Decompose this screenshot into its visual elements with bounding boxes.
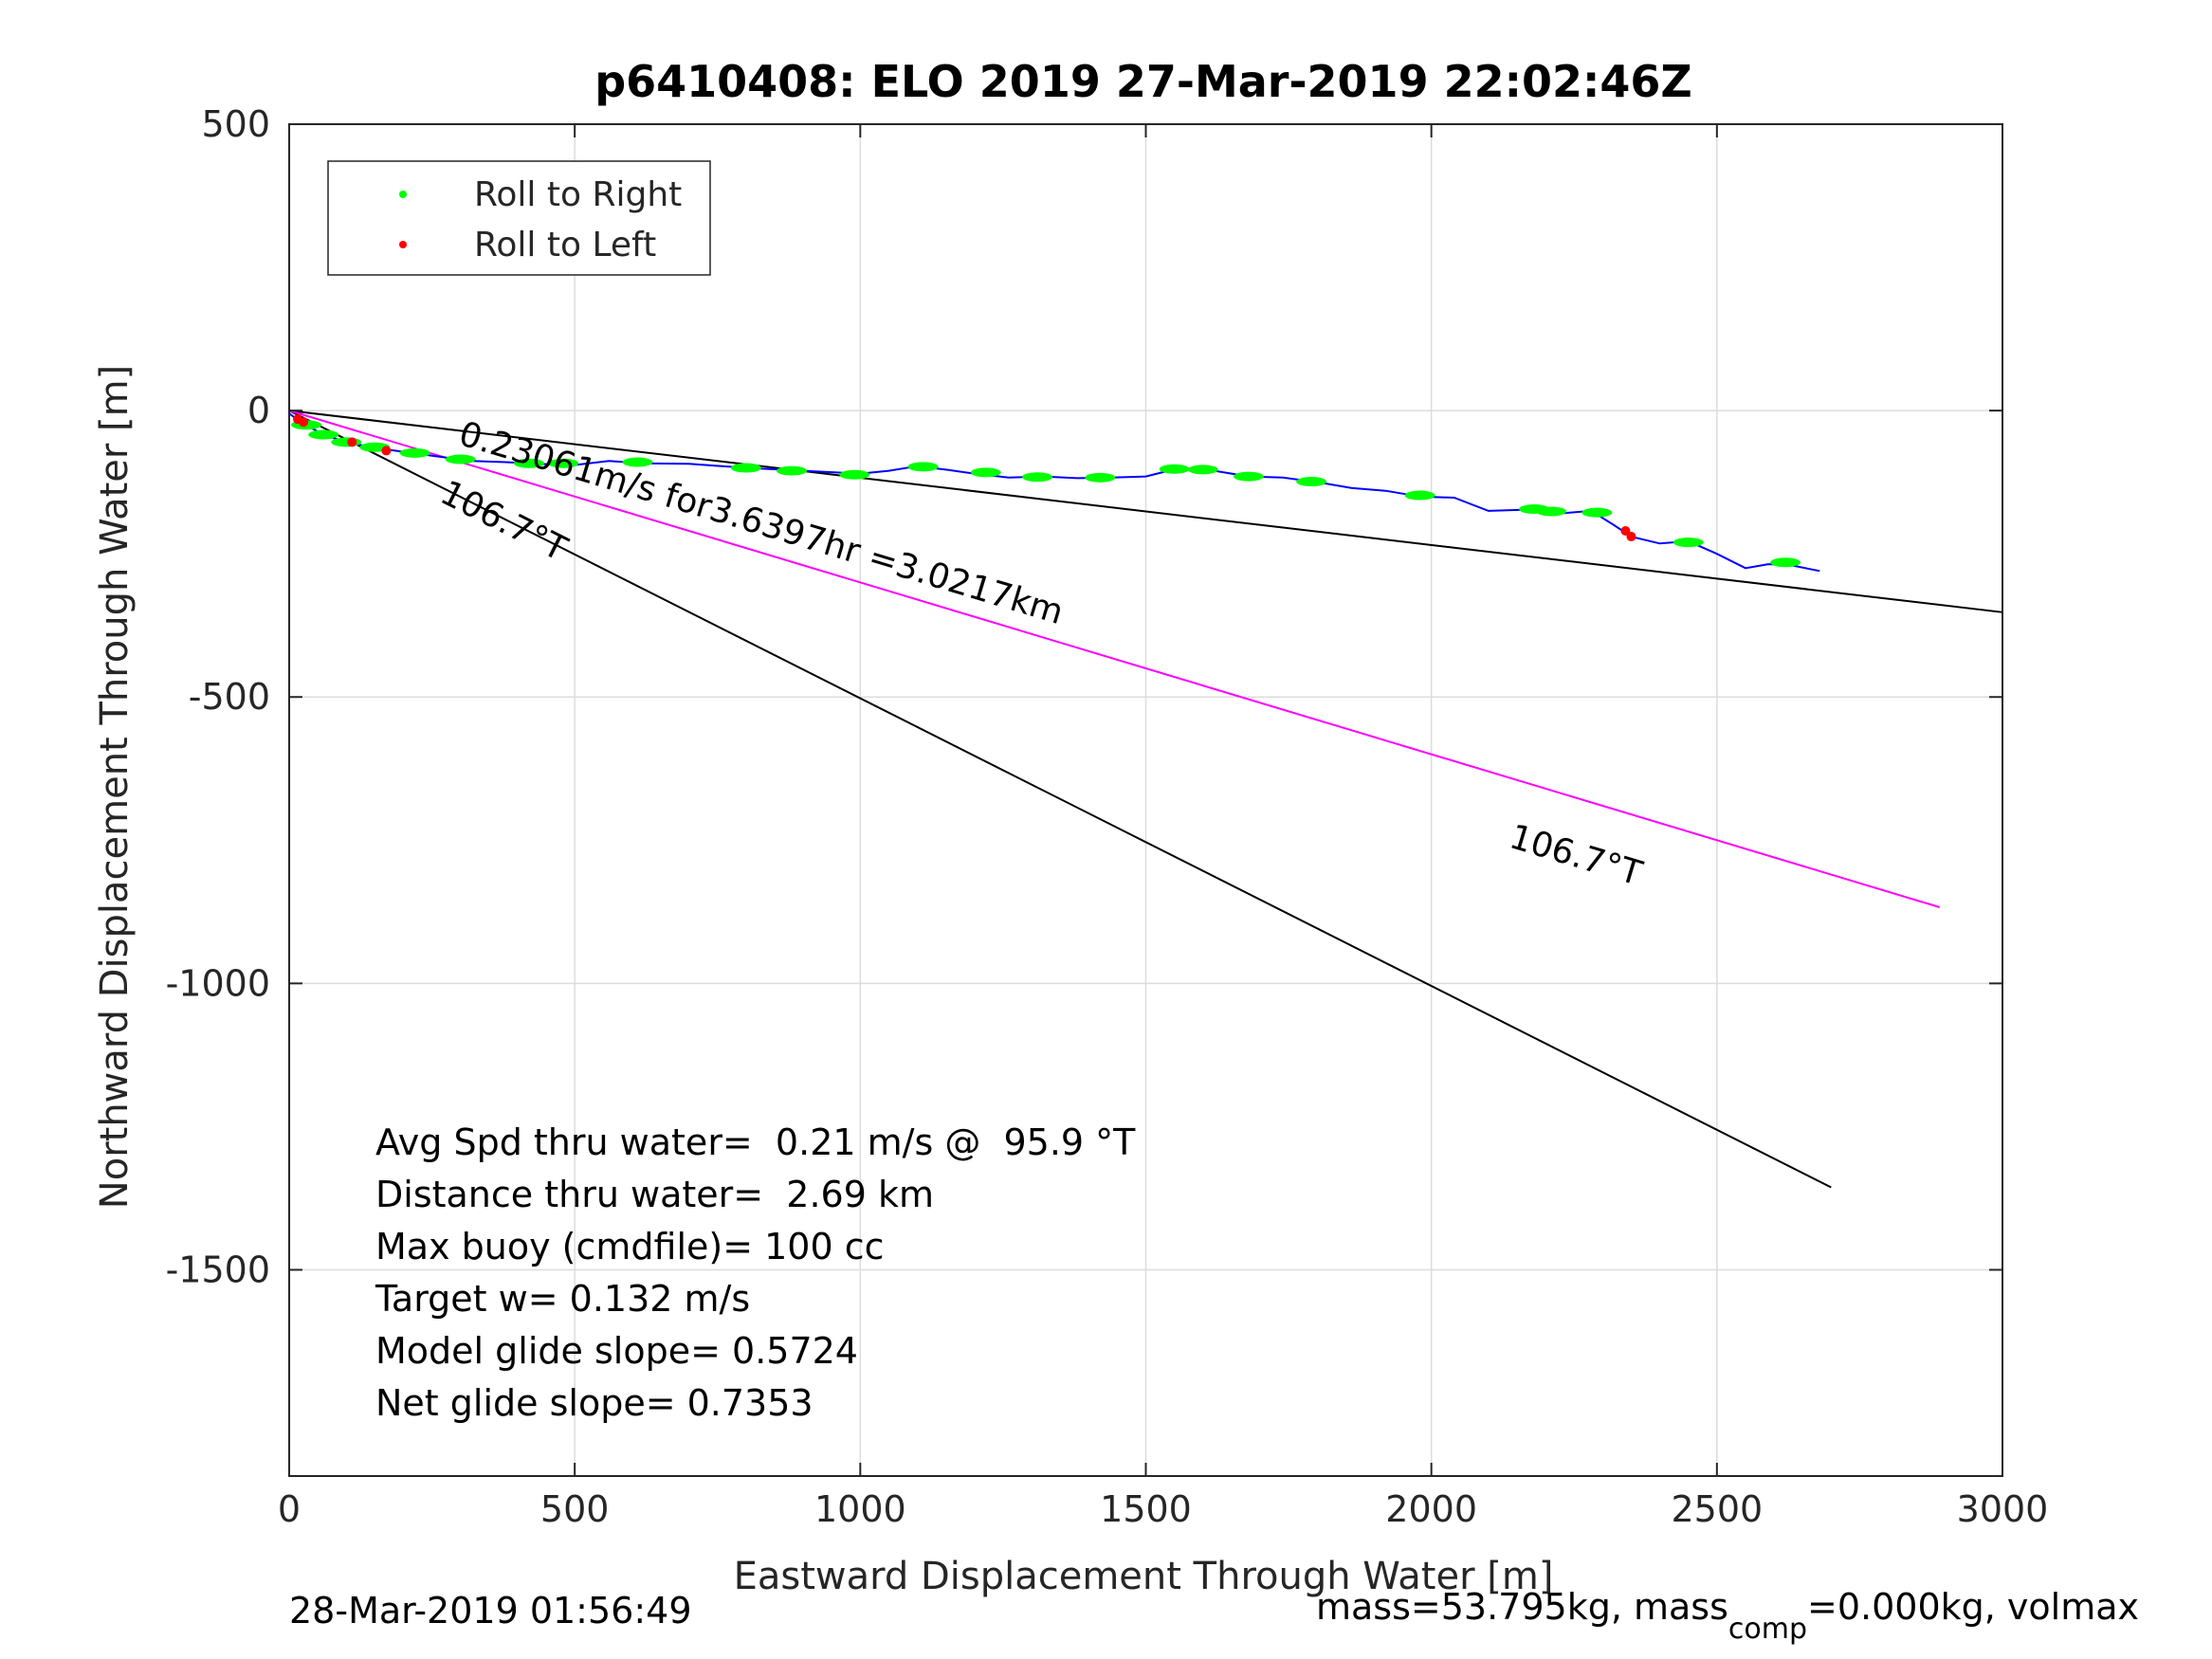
roll-left-marker [299,417,309,428]
roll-right-marker [331,437,362,447]
roll-left-marker [381,446,392,456]
roll-right-marker [513,458,544,468]
y-tick-label: 0 [247,390,270,431]
roll-right-marker [1673,538,1704,548]
roll-right-marker [1159,464,1190,474]
heading-line-upper [288,410,2003,613]
y-tick-label: -1000 [166,962,270,1004]
stat-model-glide: Model glide slope= 0.5724 [375,1330,858,1372]
x-tick-label: 2500 [1671,1488,1763,1530]
legend-label-roll-right: Roll to Right [474,175,682,214]
y-tick-label: 500 [201,103,270,145]
x-tick-label: 0 [278,1488,301,1530]
roll-right-marker [399,447,430,458]
roll-right-marker [622,457,653,467]
x-tick-label: 1500 [1100,1488,1192,1530]
roll-right-marker [970,467,1001,478]
roll-markers [291,414,1801,568]
stat-target-w: Target w= 0.132 m/s [375,1278,750,1320]
mass-prefix: mass=53.795kg, mass [1316,1586,1728,1628]
roll-right-marker [308,429,339,440]
legend-label-roll-left: Roll to Left [474,226,656,264]
roll-right-marker [1187,465,1218,475]
roll-right-marker [907,462,939,472]
roll-right-marker [777,465,808,476]
stats-block: Avg Spd thru water= 0.21 m/s @ 95.9 °T D… [375,1121,1136,1424]
roll-right-marker [1770,557,1801,568]
stat-distance: Distance thru water= 2.69 km [375,1174,934,1215]
legend-marker-roll-left [399,241,407,248]
footer-mass-info: mass=53.795kg, masscomp=0.000kg, volmax [1316,1586,2139,1646]
axis-ticks: 0 500 1000 1500 2000 2500 3000 500 0 -500 -1000 -15… [166,103,2049,1530]
x-axis-label: Eastward Displacement Through Water [m] [734,1555,1554,1598]
legend-box [327,160,711,276]
chart-title: p6410408: ELO 2019 27-Mar-2019 22:02:46Z [594,56,1692,107]
roll-right-marker [1581,507,1613,518]
roll-right-marker [1233,471,1264,482]
roll-right-marker [839,469,870,480]
roll-right-marker [1085,472,1116,483]
x-tick-label: 500 [540,1488,610,1530]
heading-line-lower [288,410,1832,1189]
mass-suffix: =0.000kg, volmax [1807,1586,2139,1628]
roll-right-marker [548,458,579,468]
roll-left-marker [1626,532,1636,542]
x-tick-label: 3000 [1957,1488,2049,1530]
x-tick-label: 2000 [1385,1488,1477,1530]
plot-lines [288,410,2003,1189]
roll-left-marker [347,437,357,447]
roll-right-marker [1022,472,1053,483]
roll-right-marker [1536,506,1567,517]
stat-avg-speed: Avg Spd thru water= 0.21 m/s @ 95.9 °T [375,1121,1136,1163]
stat-net-glide: Net glide slope= 0.7353 [375,1382,814,1424]
heading-line-mid [288,410,1941,908]
roll-right-marker [1296,477,1327,487]
stat-max-buoy: Max buoy (cmdfile)= 100 cc [375,1226,885,1267]
footer-timestamp: 28-Mar-2019 01:56:49 [289,1590,692,1632]
legend-marker-roll-right [399,191,407,198]
legend: Roll to Right Roll to Left [327,160,711,276]
roll-right-marker [730,463,761,473]
y-tick-label: -1500 [166,1249,270,1290]
y-axis-label: Northward Displacement Through Water [m] [93,365,137,1209]
x-tick-label: 1000 [814,1488,906,1530]
mass-subscript: comp [1728,1613,1807,1646]
roll-right-marker [445,454,476,465]
roll-right-marker [1404,490,1435,501]
y-tick-label: -500 [189,676,270,718]
